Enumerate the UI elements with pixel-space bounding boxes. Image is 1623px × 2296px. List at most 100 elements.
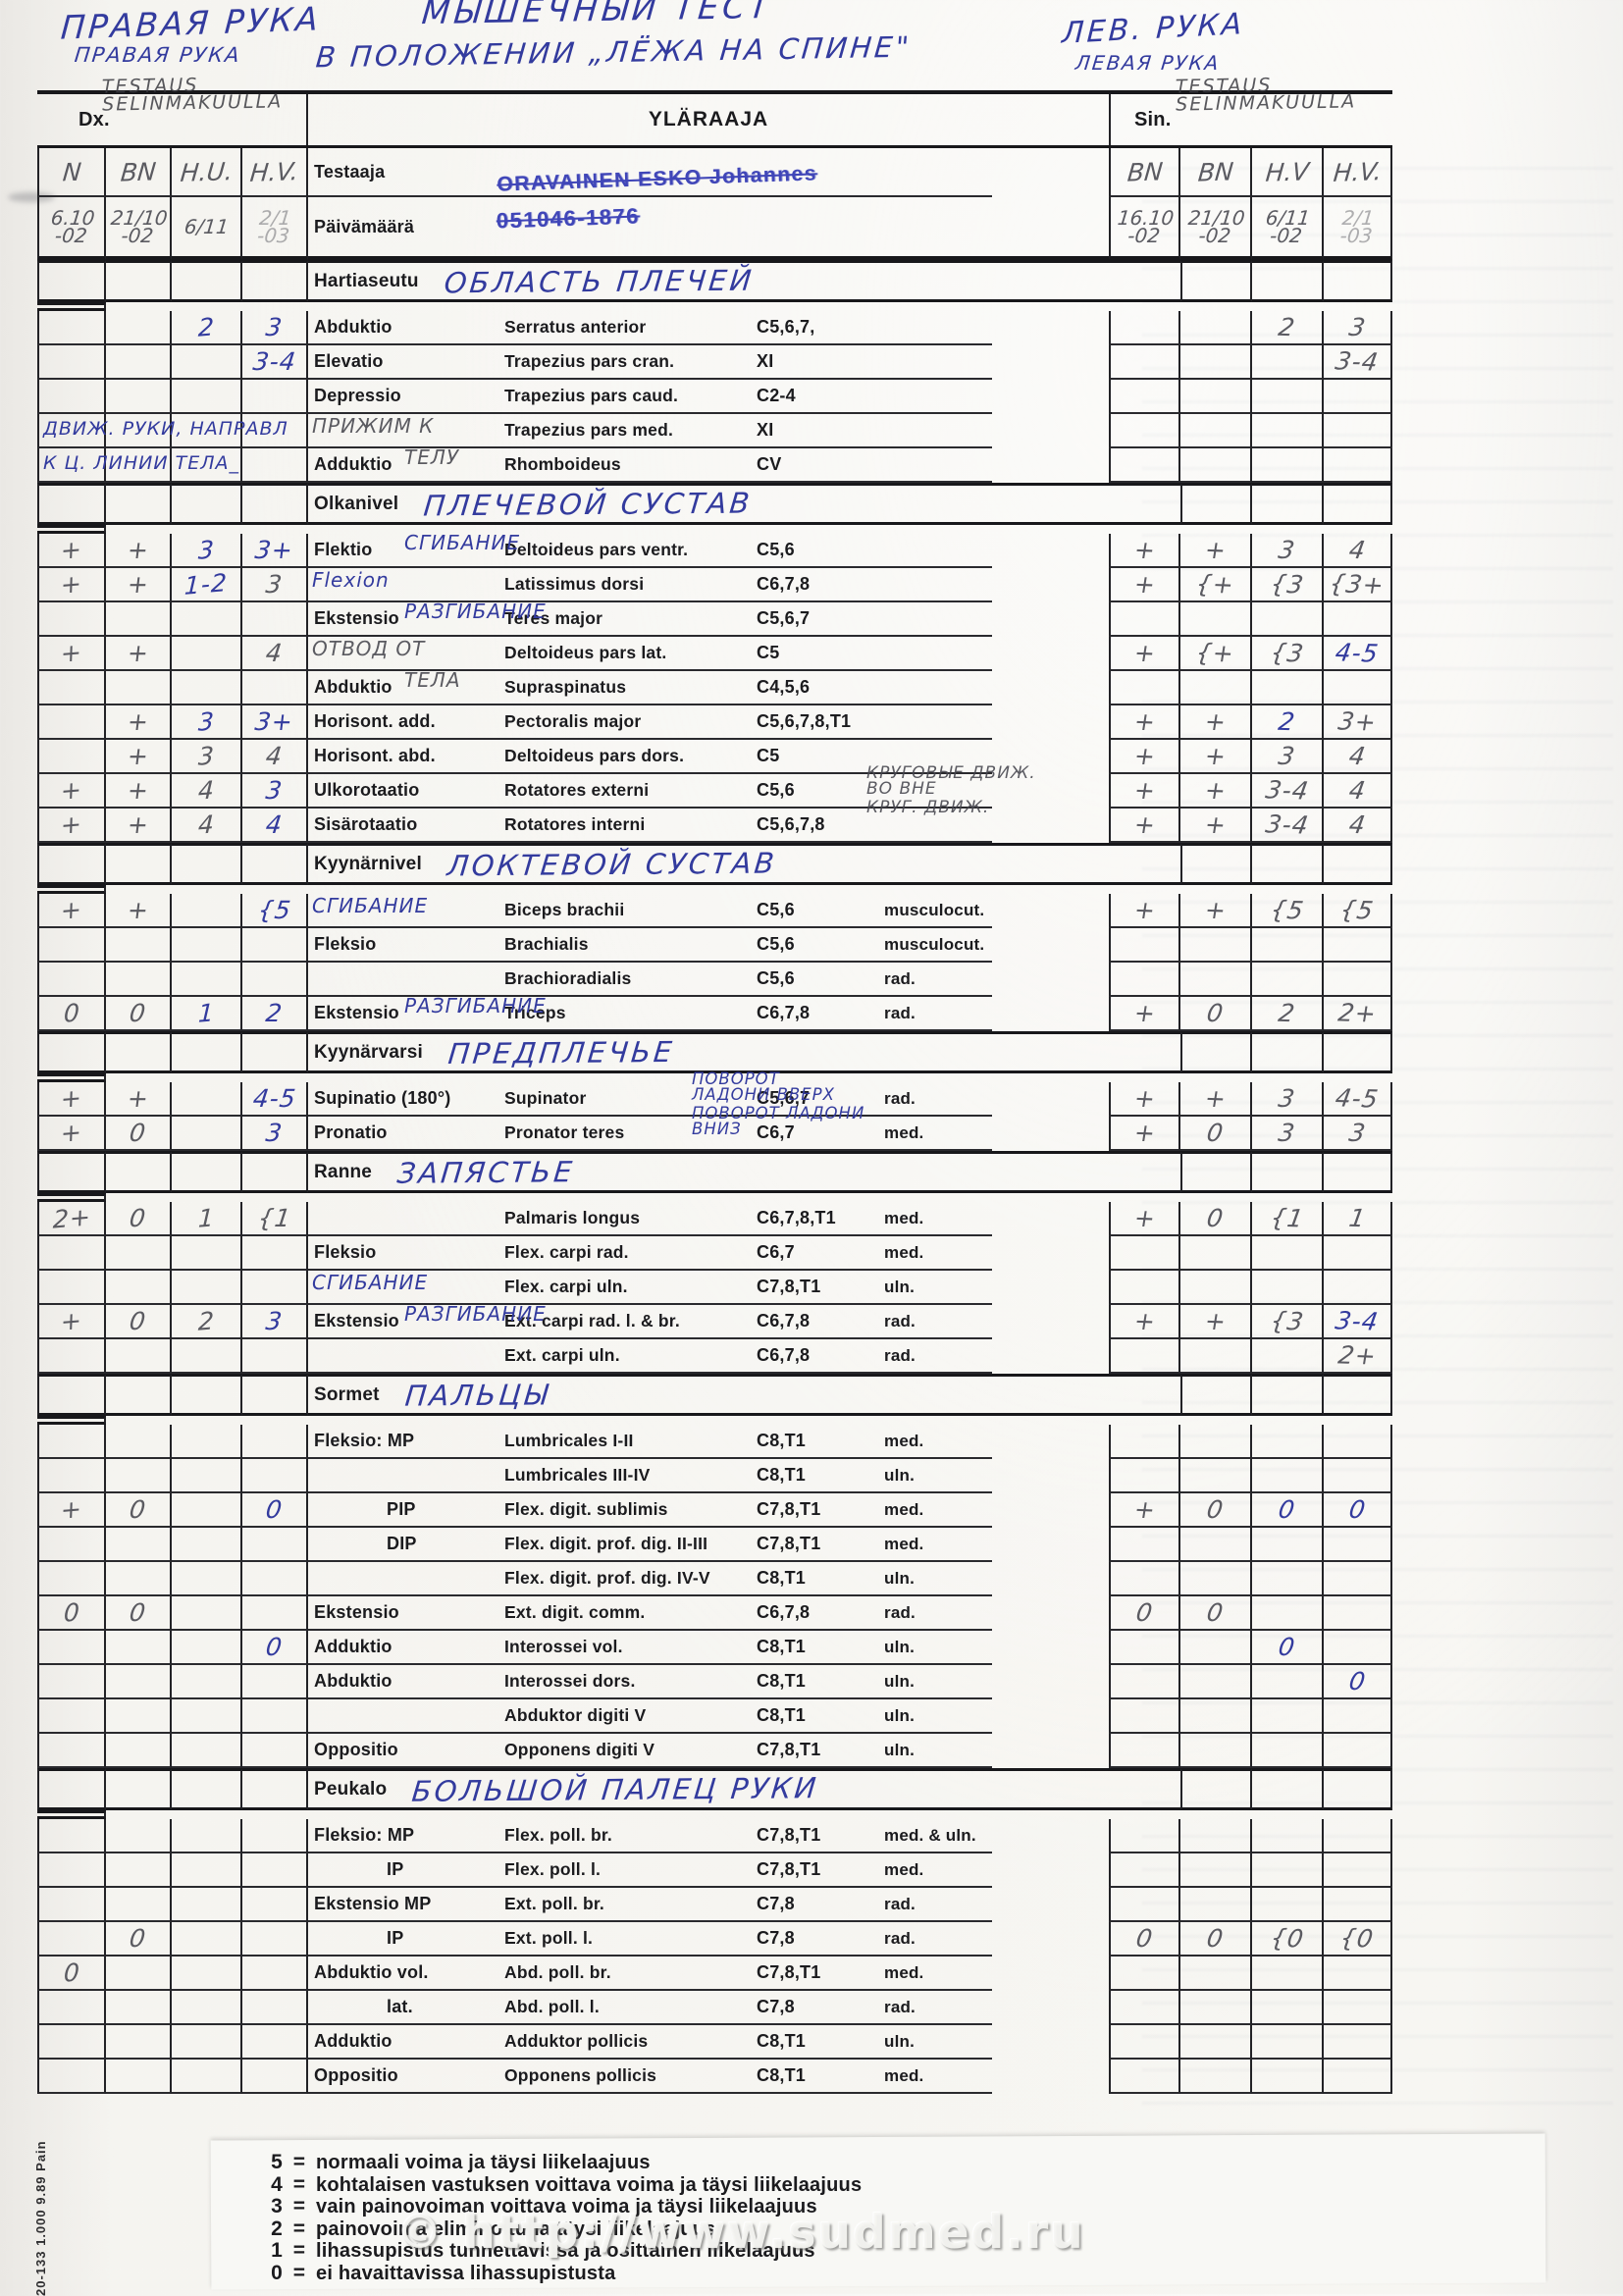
score-cell-left bbox=[172, 1339, 242, 1374]
score-cell-left bbox=[172, 1768, 242, 1810]
gap-cell bbox=[992, 1459, 1109, 1493]
muscle-cell: Deltoideus pars dors. bbox=[497, 740, 757, 774]
nerve-roots: C5,6,7, bbox=[757, 317, 815, 337]
score-cell-right bbox=[37, 1416, 106, 1425]
legend-description: painovoima eliminoituna täysi liikelaaju… bbox=[316, 2218, 716, 2240]
score-cell-left bbox=[37, 963, 106, 997]
score-cell-left bbox=[106, 1151, 172, 1193]
branch-cell: med. & uln. bbox=[884, 1819, 992, 1853]
score-cell-right bbox=[1109, 2060, 1180, 2094]
score-cell-left bbox=[242, 2060, 308, 2094]
muscle-row: Abduktor digiti V C8,T1 uln. bbox=[37, 1699, 1392, 1734]
tester-name-stamp: ORAVAINEN ESKO Johannes bbox=[496, 162, 818, 196]
score-cell-left: + bbox=[37, 568, 106, 602]
gap-cell bbox=[1109, 483, 1180, 525]
section-annotation-ru: ОБЛАСТЬ ПЛЕЧЕЙ bbox=[442, 263, 756, 299]
score-cell-left bbox=[106, 1819, 172, 1853]
score-cell-right bbox=[1324, 928, 1392, 963]
score-cell-left bbox=[106, 843, 172, 885]
handwritten-score: + bbox=[1131, 1494, 1158, 1525]
muscle-row: Brachioradialis C5,6 rad. bbox=[37, 963, 1392, 997]
muscle-name: Deltoideus pars lat. bbox=[504, 643, 667, 662]
muscle-cell: Lumbricales I-II bbox=[497, 1425, 757, 1459]
score-cell-right bbox=[1109, 1631, 1180, 1665]
score-cell-right bbox=[1109, 1853, 1180, 1888]
movement-cell: Depressio bbox=[308, 380, 497, 414]
legend-score: 0 bbox=[271, 2261, 283, 2284]
score-cell-left bbox=[242, 1031, 308, 1073]
section-title: Kyynärvarsi bbox=[314, 1041, 423, 1063]
legend-score: 2 bbox=[271, 2217, 283, 2240]
score-cell-left bbox=[172, 928, 242, 963]
score-cell-right bbox=[1324, 1768, 1392, 1810]
score-cell-left bbox=[172, 637, 242, 671]
nerve-branch: med. bbox=[884, 1962, 924, 1982]
annotation-ru: СГИБАНИЕ bbox=[312, 894, 429, 917]
handwritten-score: 1 bbox=[196, 998, 216, 1028]
muscle-name: Teres major bbox=[504, 608, 603, 628]
branch-cell: uln. bbox=[884, 1699, 992, 1734]
muscle-row: +0 3 Pronatio Pronator teres C6,7 ПОВОРОТ ЛАД… bbox=[37, 1105, 1392, 1151]
right-hand-label-small: ПРАВАЯ РУКА bbox=[73, 43, 242, 67]
score-cell-right: + bbox=[1109, 534, 1180, 568]
branch-cell bbox=[884, 448, 992, 483]
left-col-head-4: H.V. bbox=[242, 148, 308, 197]
score-cell-left bbox=[172, 260, 242, 302]
handwritten-score: + bbox=[125, 1084, 151, 1113]
roots-cell: C5,6,7, bbox=[757, 311, 884, 345]
score-cell-left bbox=[242, 602, 308, 637]
handwritten-score: 2 bbox=[1276, 998, 1298, 1028]
roots-cell: C5 bbox=[757, 637, 884, 671]
roots-cell: C8,T1 bbox=[757, 1631, 884, 1665]
handwritten-score: 2+ bbox=[1335, 1340, 1379, 1371]
nerve-roots: C7,8,T1 bbox=[757, 1277, 821, 1296]
score-cell-left bbox=[106, 1991, 172, 2025]
branch-cell: uln. bbox=[884, 1459, 992, 1493]
score-cell-left bbox=[106, 414, 172, 448]
score-cell-right: + bbox=[1109, 740, 1180, 774]
score-cell-left bbox=[106, 1631, 172, 1665]
nerve-roots: C8,T1 bbox=[757, 1671, 807, 1691]
branch-cell bbox=[884, 705, 992, 740]
left-date-2: 21/10 -02 bbox=[106, 197, 172, 260]
branch-cell bbox=[884, 637, 992, 671]
score-cell-right bbox=[1109, 1819, 1180, 1853]
roots-cell: C7,8,T1 bbox=[757, 1528, 884, 1562]
section-title: Sormet bbox=[314, 1383, 380, 1405]
handwritten-score: 3 bbox=[264, 313, 285, 341]
section-title: Olkanivel bbox=[314, 493, 399, 514]
test-date: 2/1 -03 bbox=[255, 205, 292, 247]
score-cell-left: 3 bbox=[242, 311, 308, 345]
score-cell-right: 4 bbox=[1324, 774, 1392, 809]
handwritten-score: {1 bbox=[1268, 1203, 1306, 1233]
tester-initials: H.V bbox=[1264, 156, 1310, 187]
test-date: 16.10 -02 bbox=[1116, 205, 1176, 247]
score-cell-right: 0 bbox=[1180, 1596, 1252, 1631]
movement-label: Ekstensio bbox=[314, 1602, 399, 1622]
score-cell-left: 4-5 bbox=[242, 1082, 308, 1117]
handwritten-score: {3+ bbox=[1327, 569, 1387, 600]
score-cell-left bbox=[172, 963, 242, 997]
muscle-cell: Flex. digit. sublimis bbox=[497, 1493, 757, 1528]
nerve-branch: uln. bbox=[884, 1465, 916, 1485]
muscle-row: СГИБАНИЕ Flex. carpi uln. C7,8,T1 uln. bbox=[37, 1271, 1392, 1305]
handwritten-score: 0 bbox=[1204, 1923, 1227, 1954]
score-cell-left bbox=[37, 843, 106, 885]
score-cell-right bbox=[1109, 2025, 1180, 2060]
branch-cell: uln. bbox=[884, 1271, 992, 1305]
sin-label: Sin. bbox=[1134, 108, 1172, 130]
score-cell-right: {5 bbox=[1324, 894, 1392, 928]
score-cell-left bbox=[106, 311, 172, 345]
form-title: YLÄRAAJA bbox=[648, 108, 769, 130]
handwritten-score: + bbox=[1131, 1203, 1158, 1233]
movement-label: Abduktio bbox=[314, 677, 393, 697]
score-cell-right bbox=[1180, 1888, 1252, 1922]
muscle-name: Rotatores externi bbox=[504, 780, 650, 800]
movement-cell: Fleksio: MP bbox=[308, 1425, 497, 1459]
score-cell-left bbox=[172, 671, 242, 705]
roots-cell: C5 bbox=[757, 740, 884, 774]
roots-cell: C5,6 bbox=[757, 774, 884, 809]
nerve-roots: C7,8 bbox=[757, 1997, 795, 2016]
movement-label: IP bbox=[387, 1928, 404, 1948]
roots-cell: C5,6,7 ПОВОРОТ ЛАДОНИ ВВЕРХ bbox=[692, 1070, 884, 1117]
